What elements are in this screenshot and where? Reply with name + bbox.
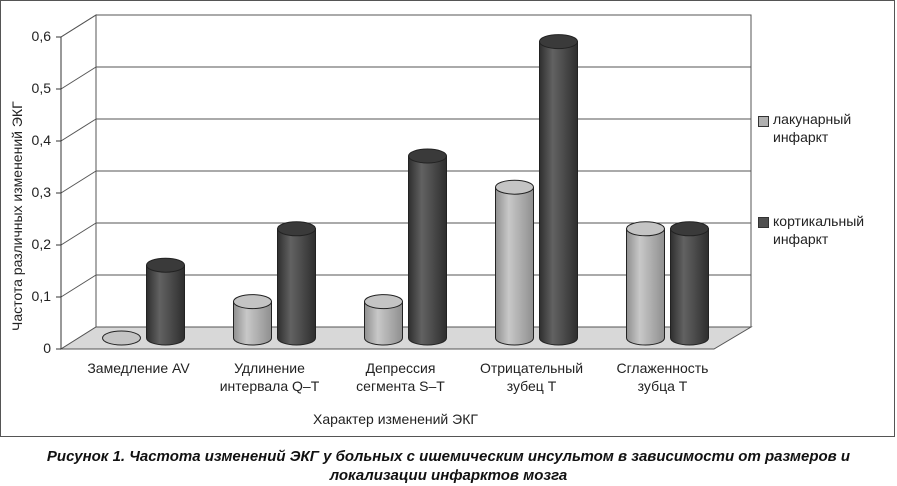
x-category-label: Отрицательный зубец Т [479, 360, 584, 394]
y-tick-label: 0,4 [31, 132, 51, 148]
bar-lacunar-1-top [233, 294, 272, 310]
y-tick-label: 0 [43, 340, 51, 356]
bar-cortical-2 [408, 155, 447, 346]
bar-cortical-2-top [408, 148, 447, 164]
bar-cortical-4-top [670, 221, 709, 237]
gridline-side [60, 274, 97, 298]
x-axis-title: Характер изменений ЭКГ [313, 411, 478, 427]
bar-cortical-3-top [539, 34, 578, 50]
bar-lacunar-0-top [102, 330, 141, 346]
y-tick-label: 0,1 [31, 288, 51, 304]
x-category-label: Депрессия сегмента S–T [356, 360, 445, 394]
bar-chart [56, 14, 753, 350]
x-category-label: Сглаженность зубца Т [616, 360, 709, 394]
bar-lacunar-3 [495, 186, 534, 346]
bar-cortical-3 [539, 41, 578, 346]
gridline-side [60, 66, 97, 90]
gridline-side [60, 222, 97, 246]
legend-swatch-cortical [758, 217, 769, 228]
gridline-side [60, 14, 97, 38]
bar-lacunar-3-top [495, 179, 534, 195]
y-tick-label: 0,6 [31, 28, 51, 44]
bar-cortical-1-top [277, 221, 316, 237]
chart-frame: Частота различных изменений ЭКГ Характер… [0, 0, 895, 437]
x-category-label: Удлинение интервала Q–T [219, 360, 320, 394]
x-category-label: Замедление AV [87, 360, 190, 376]
bar-lacunar-1 [233, 301, 272, 346]
bar-cortical-0-top [146, 257, 185, 273]
bar-lacunar-2-top [364, 294, 403, 310]
y-tick-label: 0,5 [31, 80, 51, 96]
y-tick-label: 0,3 [31, 184, 51, 200]
bar-cortical-1 [277, 228, 316, 346]
gridline-side [60, 118, 97, 142]
bar-cortical-0 [146, 264, 185, 346]
bar-lacunar-4-top [626, 221, 665, 237]
bar-lacunar-2 [364, 301, 403, 346]
figure-caption: Рисунок 1. Частота изменений ЭКГ у больн… [46, 448, 851, 484]
gridline-side [60, 170, 97, 194]
y-tick-label: 0,2 [31, 236, 51, 252]
bar-cortical-4 [670, 228, 709, 346]
legend-label-cortical: кортикальный инфаркт [773, 213, 865, 247]
legend-swatch-lacunar [758, 116, 769, 127]
legend-label-lacunar: лакунарный инфаркт [773, 111, 852, 145]
bar-lacunar-4 [626, 228, 665, 346]
